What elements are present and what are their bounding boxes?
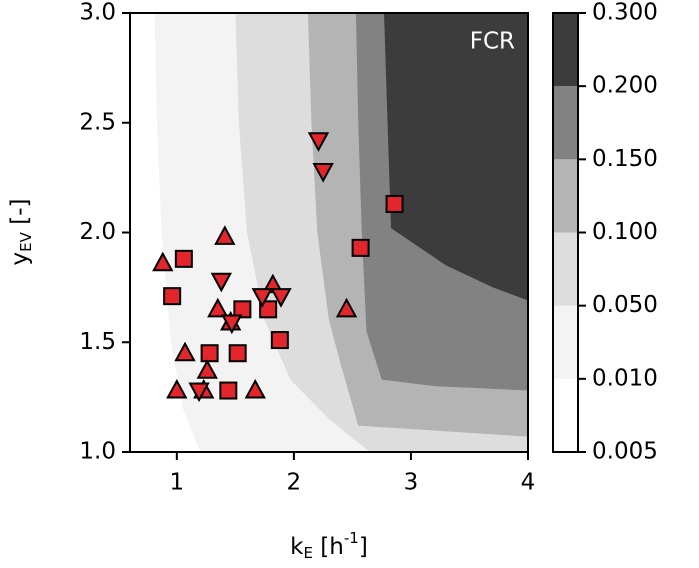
marker-triangle-down <box>307 132 330 152</box>
marker-triangle-up <box>214 225 236 245</box>
marker-square <box>174 249 193 268</box>
marker-triangle-up <box>335 297 358 318</box>
label-sup: -1 <box>344 529 359 547</box>
colorbar-band <box>553 232 578 306</box>
marker-square <box>163 287 182 306</box>
label-part: k <box>290 534 304 560</box>
label-part: ] <box>359 534 368 560</box>
y-tick-label: 1.0 <box>79 439 116 465</box>
x-tick-label: 4 <box>521 470 536 496</box>
x-tick-label: 3 <box>404 470 419 496</box>
label-sub: EV <box>17 231 35 251</box>
marker-triangle-up <box>207 297 229 318</box>
colorbar-tick-label: 0.005 <box>592 439 658 465</box>
marker-triangle-up <box>166 378 188 399</box>
x-tick-label: 2 <box>287 470 302 496</box>
x-axis-label: kE [h-1] <box>290 529 368 562</box>
label-part: y <box>7 252 33 266</box>
marker-triangle-up <box>174 341 196 362</box>
y-axis-label: yEV [-] <box>7 199 35 266</box>
marker-square <box>351 238 370 257</box>
marker-square <box>259 300 278 319</box>
marker-square <box>233 300 252 319</box>
marker-square <box>219 381 238 400</box>
marker-triangle-up <box>196 359 218 379</box>
label-part: [-] <box>7 199 33 233</box>
colorbar-band <box>553 86 578 160</box>
marker-triangle-down <box>251 288 273 308</box>
y-tick-label: 3.0 <box>79 0 116 26</box>
colorbar-band <box>553 159 578 233</box>
y-tick-label: 2.0 <box>79 219 116 245</box>
plot-area <box>130 13 529 452</box>
marker-square <box>200 344 219 363</box>
marker-triangle-down <box>210 272 232 293</box>
marker-triangle-down <box>312 163 334 183</box>
colorbar-band <box>553 13 578 87</box>
annotation: FCR <box>470 29 515 55</box>
colorbar-tick-label: 0.200 <box>592 73 658 99</box>
y-tick-label: 1.5 <box>79 329 116 355</box>
colorbar-band <box>553 378 578 452</box>
marker-triangle-down <box>188 382 210 403</box>
contour-band <box>384 13 528 301</box>
colorbar-tick-label: 0.010 <box>592 365 658 391</box>
colorbar-tick-label: 0.100 <box>592 219 658 245</box>
marker-square <box>228 344 247 363</box>
colorbar-tick-label: 0.150 <box>592 146 658 172</box>
marker-square <box>385 194 404 213</box>
y-tick-label: 2.5 <box>79 109 116 135</box>
marker-triangle-up <box>152 251 174 272</box>
marker-square <box>270 331 289 350</box>
colorbar-tick-label: 0.300 <box>592 0 658 26</box>
marker-triangle-down <box>270 288 292 308</box>
label-sub: E <box>304 544 313 562</box>
marker-triangle-up <box>244 378 266 399</box>
colorbar-band <box>553 305 578 379</box>
label-part: [h <box>313 534 344 560</box>
colorbar-tick-label: 0.050 <box>592 292 658 318</box>
marker-triangle-down <box>221 314 243 335</box>
x-tick-label: 1 <box>170 470 185 496</box>
